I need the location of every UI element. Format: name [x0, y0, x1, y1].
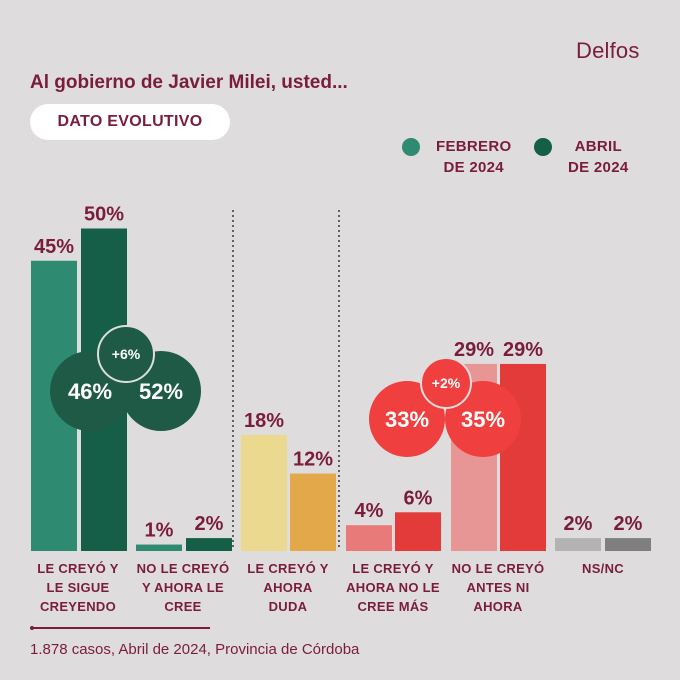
bar-abril-5	[605, 538, 651, 551]
bar-abril-1	[186, 538, 232, 551]
legend-item-abril: ABRIL DE 2024	[534, 136, 628, 178]
value-label: 2%	[195, 513, 224, 535]
bar-abril-3	[395, 512, 441, 551]
chart-title: Al gobierno de Javier Milei, usted...	[30, 72, 348, 93]
category-label-line: AHORA	[473, 599, 523, 614]
category-label-line: NO LE CREYÓ	[136, 561, 230, 576]
value-label: 50%	[84, 204, 124, 226]
value-label: 12%	[293, 449, 333, 471]
bar-febrero-1	[136, 544, 182, 551]
category-label-line: NS/NC	[582, 561, 624, 576]
change-bubble	[420, 357, 472, 409]
footer-note: 1.878 casos, Abril de 2024, Provincia de…	[30, 641, 360, 658]
legend-label-line: DE 2024	[568, 159, 629, 176]
timeline-arrow	[30, 626, 210, 630]
category-label-line: NO LE CREYÓ	[451, 561, 545, 576]
change-label: +6%	[112, 346, 141, 362]
category-label-line: DUDA	[268, 599, 308, 614]
category-label: NS/NC	[551, 559, 655, 578]
category-label-line: LE SIGUE	[46, 580, 110, 595]
category-label-line: LE CREYÓ Y	[247, 561, 329, 576]
change-bubble	[97, 325, 155, 383]
bar-febrero-2	[241, 434, 287, 551]
value-label: 1%	[145, 520, 174, 542]
brand-name: Delfos	[576, 38, 640, 63]
dato-evolutivo-badge: DATO EVOLUTIVO	[30, 104, 230, 140]
total-label: 35%	[461, 407, 505, 432]
value-label: 29%	[503, 339, 543, 361]
bar-abril-2	[290, 473, 336, 551]
category-label: NO LE CREYÓ Y AHORA LE CREE	[131, 559, 235, 616]
bar-febrero-3	[346, 525, 392, 551]
category-label: LE CREYÓ Y LE SIGUE CREYENDO	[26, 559, 130, 616]
category-label: LE CREYÓ Y AHORA NO LE CREE MÁS	[341, 559, 445, 616]
brand-logo: Delfos	[576, 38, 640, 64]
value-label: 4%	[355, 500, 384, 522]
total-bubble	[369, 381, 445, 457]
legend-item-febrero: FEBRERO DE 2024	[402, 136, 511, 178]
value-label: 29%	[454, 339, 494, 361]
category-label-line: AHORA NO LE	[346, 580, 440, 595]
total-label: 46%	[68, 379, 112, 404]
legend-label-line: DE 2024	[443, 159, 504, 176]
total-label: 52%	[139, 379, 183, 404]
value-label: 2%	[564, 513, 593, 535]
bar-febrero-5	[555, 538, 601, 551]
value-label: 2%	[614, 513, 643, 535]
legend-dot-abril	[534, 138, 552, 156]
category-label-line: AHORA	[263, 580, 313, 595]
category-label-line: LE CREYÓ Y	[37, 561, 119, 576]
legend-label-abril: ABRIL DE 2024	[568, 136, 628, 178]
value-label: 6%	[404, 487, 433, 509]
value-label: 45%	[34, 236, 74, 258]
legend-label-febrero: FEBRERO DE 2024	[436, 136, 511, 178]
legend-dot-febrero	[402, 138, 420, 156]
category-label: NO LE CREYÓ ANTES NI AHORA	[446, 559, 550, 616]
legend-label-line: FEBRERO	[436, 138, 512, 155]
category-label-line: LE CREYÓ Y	[352, 561, 434, 576]
category-label-line: CREE MÁS	[357, 599, 429, 614]
category-label-line: ANTES NI	[466, 580, 530, 595]
category-label-line: CREYENDO	[39, 599, 117, 614]
total-label: 33%	[385, 407, 429, 432]
category-label-line: CREE	[164, 599, 202, 614]
category-label: LE CREYÓ Y AHORA DUDA	[236, 559, 340, 616]
value-label: 18%	[244, 410, 284, 432]
change-label: +2%	[432, 375, 461, 391]
legend-label-line: ABRIL	[574, 138, 622, 155]
category-label-line: Y AHORA LE	[142, 580, 224, 595]
